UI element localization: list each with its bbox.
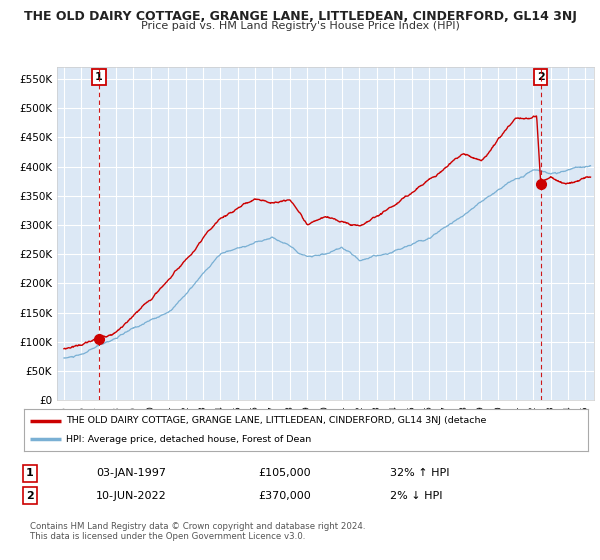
Text: 10-JUN-2022: 10-JUN-2022 (96, 491, 167, 501)
Text: 2% ↓ HPI: 2% ↓ HPI (390, 491, 443, 501)
Text: £105,000: £105,000 (258, 468, 311, 478)
Text: 32% ↑ HPI: 32% ↑ HPI (390, 468, 449, 478)
Text: 1: 1 (95, 72, 103, 82)
Text: Contains HM Land Registry data © Crown copyright and database right 2024.
This d: Contains HM Land Registry data © Crown c… (30, 522, 365, 542)
Text: 2: 2 (537, 72, 545, 82)
Text: £370,000: £370,000 (258, 491, 311, 501)
Text: THE OLD DAIRY COTTAGE, GRANGE LANE, LITTLEDEAN, CINDERFORD, GL14 3NJ: THE OLD DAIRY COTTAGE, GRANGE LANE, LITT… (23, 10, 577, 23)
Text: Price paid vs. HM Land Registry's House Price Index (HPI): Price paid vs. HM Land Registry's House … (140, 21, 460, 31)
Text: 1: 1 (26, 468, 34, 478)
Text: 2: 2 (26, 491, 34, 501)
Text: 03-JAN-1997: 03-JAN-1997 (96, 468, 166, 478)
Text: HPI: Average price, detached house, Forest of Dean: HPI: Average price, detached house, Fore… (66, 435, 311, 444)
Text: THE OLD DAIRY COTTAGE, GRANGE LANE, LITTLEDEAN, CINDERFORD, GL14 3NJ (detache: THE OLD DAIRY COTTAGE, GRANGE LANE, LITT… (66, 416, 487, 425)
